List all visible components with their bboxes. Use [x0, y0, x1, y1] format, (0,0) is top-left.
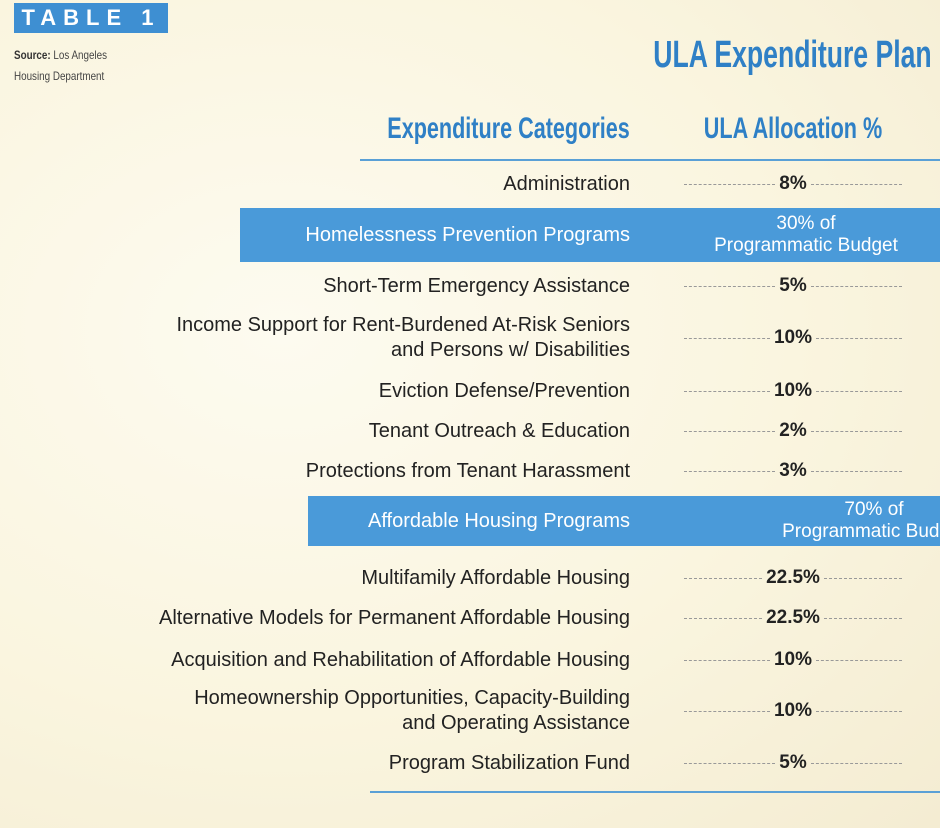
dash	[684, 659, 770, 661]
dash	[816, 659, 902, 661]
allocation-value: 3%	[779, 460, 807, 481]
allocation-value: 10%	[773, 380, 813, 401]
title: ULA Expenditure Plan	[653, 34, 932, 76]
dash	[810, 285, 902, 287]
category: Multifamily Affordable Housing	[361, 566, 630, 591]
dash	[684, 617, 763, 619]
allocation: 2%	[680, 420, 906, 442]
section-band: Affordable Housing Programs 70% of Program…	[308, 496, 940, 546]
category: Affordable Housing Programs	[368, 509, 630, 534]
dash	[684, 470, 776, 472]
dash	[810, 762, 902, 764]
category: Short-Term Emergency Assistance	[323, 274, 630, 299]
source-line: Los Angeles	[53, 48, 108, 62]
dash	[823, 577, 902, 579]
allocation: 5%	[680, 275, 906, 297]
allocation-value: 10%	[773, 327, 813, 348]
dash	[684, 183, 776, 185]
table-label: TABLE 1	[14, 3, 168, 33]
category: Tenant Outreach & Education	[369, 419, 630, 444]
category-line: and Persons w/ Disabilities	[391, 339, 630, 361]
category-line: Homelessness Prevention Programs	[305, 223, 630, 246]
category: Homelessness Prevention Programs	[305, 223, 630, 248]
allocation-line: 30% of	[776, 213, 836, 234]
allocation-value: 8%	[779, 173, 807, 194]
dash	[684, 710, 770, 712]
category: Homeownership Opportunities, Capacity-Bu…	[194, 686, 630, 736]
dash	[684, 762, 776, 764]
allocation-value: 22.5%	[766, 567, 820, 588]
category: Acquisition and Rehabilitation of Afford…	[171, 648, 630, 673]
allocation-line: 70% of	[844, 499, 904, 520]
category-line: Short-Term Emergency Assistance	[323, 274, 630, 297]
section-allocation: 30% of Programmatic Budget	[693, 213, 919, 257]
allocation: 3%	[680, 460, 906, 482]
allocation: 10%	[680, 380, 906, 402]
category-line: Program Stabilization Fund	[388, 751, 630, 774]
category-line: Homeownership Opportunities, Capacity-Bu…	[194, 687, 630, 709]
dash	[810, 430, 902, 432]
category-line: Tenant Outreach & Education	[368, 419, 630, 442]
allocation-value: 10%	[773, 700, 813, 721]
category-line: Administration	[503, 172, 630, 195]
dash	[684, 390, 770, 392]
category-line: Multifamily Affordable Housing	[361, 566, 630, 589]
column-header: Expenditure Categories	[387, 112, 630, 145]
allocation: 10%	[680, 327, 906, 349]
category: Income Support for Rent-Burdened At-Risk…	[176, 313, 630, 363]
section-band: Homelessness Prevention Programs 30% of Pr…	[240, 208, 940, 262]
source-prefix: Source:	[14, 48, 51, 62]
allocation: 8%	[680, 173, 906, 195]
allocation: 10%	[680, 649, 906, 671]
allocation: 10%	[680, 700, 906, 722]
dash	[816, 390, 902, 392]
allocation: 22.5%	[680, 567, 906, 589]
dash	[810, 183, 902, 185]
category-line: Eviction Defense/Prevention	[378, 379, 630, 402]
allocation-value: 2%	[779, 420, 807, 441]
dash	[684, 430, 776, 432]
allocation-line: Programmatic Budget	[782, 521, 940, 542]
column-header: ULA Allocation %	[703, 112, 883, 145]
category-line: Alternative Models for Permanent Afforda…	[158, 606, 630, 629]
allocation-value: 5%	[779, 752, 807, 773]
allocation: 22.5%	[680, 607, 906, 629]
category: Alternative Models for Permanent Afforda…	[159, 606, 630, 631]
allocation-line: Programmatic Budget	[714, 235, 898, 256]
rule	[360, 159, 940, 161]
category-line: Protections from Tenant Harassment	[305, 459, 630, 482]
category-line: Affordable Housing Programs	[368, 509, 630, 532]
source-line: Housing Department	[14, 69, 105, 83]
allocation-value: 10%	[773, 649, 813, 670]
category: Protections from Tenant Harassment	[306, 459, 630, 484]
dash	[684, 577, 763, 579]
source: Source: Los Angeles Housing Department	[14, 45, 107, 87]
category-line: and Operating Assistance	[402, 712, 630, 734]
category-line: Acquisition and Rehabilitation of Afford…	[171, 648, 630, 671]
dash	[816, 337, 902, 339]
category: Administration	[503, 172, 630, 197]
dash	[816, 710, 902, 712]
dash	[684, 337, 770, 339]
allocation-value: 22.5%	[766, 607, 820, 628]
category: Eviction Defense/Prevention	[379, 379, 630, 404]
category-line: Income Support for Rent-Burdened At-Risk…	[176, 314, 630, 336]
rule	[370, 791, 940, 793]
allocation: 5%	[680, 752, 906, 774]
dash	[823, 617, 902, 619]
dash	[684, 285, 776, 287]
dash	[810, 470, 902, 472]
category: Program Stabilization Fund	[389, 751, 630, 776]
allocation-value: 5%	[779, 275, 807, 296]
